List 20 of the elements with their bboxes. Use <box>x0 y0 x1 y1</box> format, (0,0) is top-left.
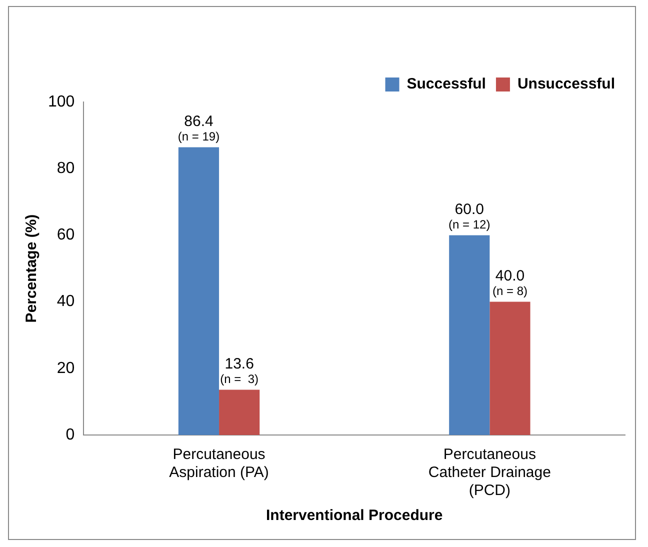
bar <box>449 235 490 435</box>
legend-label: Successful <box>406 76 486 93</box>
y-tick-label: 40 <box>56 293 75 310</box>
data-label: 86.4 (n = 19) <box>178 112 220 144</box>
x-tick-label: Percutaneous Aspiration (PA) <box>169 446 269 482</box>
bar <box>219 390 260 435</box>
legend-label: Unsuccessful <box>517 76 616 93</box>
y-tick-label: 60 <box>56 226 75 244</box>
data-label: 60.0 (n = 12) <box>448 200 490 232</box>
y-tick-label: 0 <box>66 426 75 444</box>
bar <box>178 147 220 435</box>
x-axis-title: Interventional Procedure <box>266 507 443 524</box>
y-tick-label: 80 <box>56 160 75 178</box>
data-label: 40.0 (n = 8) <box>492 267 528 298</box>
x-tick-label: Percutaneous Catheter Drainage (PCD) <box>428 446 551 500</box>
bar <box>490 302 530 435</box>
data-label: 13.6 (n = 3) <box>220 355 258 386</box>
y-axis-title: Percentage (%) <box>23 214 40 323</box>
y-tick-label: 20 <box>56 360 75 377</box>
y-tick-label: 100 <box>48 93 75 110</box>
